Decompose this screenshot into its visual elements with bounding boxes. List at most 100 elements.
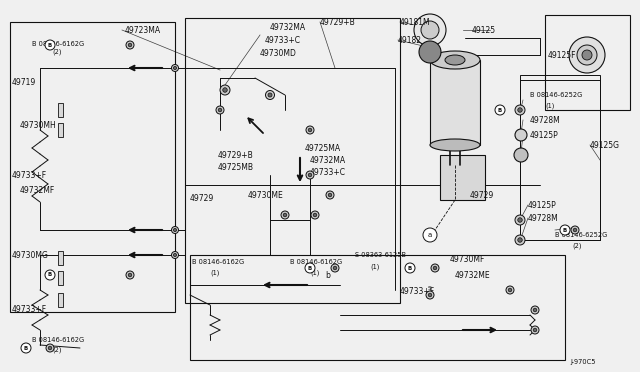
Bar <box>58 271 63 285</box>
Text: 49730MH: 49730MH <box>20 121 57 129</box>
Circle shape <box>515 105 525 115</box>
Bar <box>58 103 63 117</box>
Circle shape <box>577 45 597 65</box>
Text: 49725MB: 49725MB <box>218 163 254 171</box>
Text: 49729+B: 49729+B <box>320 17 356 26</box>
Circle shape <box>582 50 592 60</box>
Text: 49730MG: 49730MG <box>12 250 49 260</box>
Text: (2): (2) <box>52 347 61 353</box>
Text: 49125: 49125 <box>472 26 496 35</box>
Circle shape <box>518 108 522 112</box>
Text: (1): (1) <box>370 264 380 270</box>
Circle shape <box>508 288 512 292</box>
Circle shape <box>268 93 272 97</box>
Circle shape <box>328 193 332 197</box>
Text: 49733+F: 49733+F <box>12 305 47 314</box>
Circle shape <box>216 106 224 114</box>
Circle shape <box>428 293 432 297</box>
Bar <box>520 75 600 240</box>
Bar <box>545 15 630 110</box>
Circle shape <box>311 211 319 219</box>
Circle shape <box>414 14 446 46</box>
Text: B 08146-6162G: B 08146-6162G <box>290 259 342 265</box>
Circle shape <box>281 211 289 219</box>
Text: B: B <box>498 108 502 112</box>
Circle shape <box>533 328 537 332</box>
Circle shape <box>533 308 537 312</box>
Bar <box>10 22 175 312</box>
Circle shape <box>173 228 177 232</box>
Circle shape <box>46 344 54 352</box>
Circle shape <box>173 253 177 257</box>
Circle shape <box>326 191 334 199</box>
Text: B: B <box>563 228 567 232</box>
Text: (2): (2) <box>572 243 582 249</box>
Circle shape <box>531 306 539 314</box>
Text: 49725MA: 49725MA <box>305 144 341 153</box>
Text: B: B <box>24 346 28 350</box>
Circle shape <box>283 213 287 217</box>
Circle shape <box>495 105 505 115</box>
Text: 49732MF: 49732MF <box>20 186 55 195</box>
Circle shape <box>172 64 179 71</box>
Bar <box>190 255 565 360</box>
Text: 49125P: 49125P <box>530 131 559 140</box>
Circle shape <box>514 148 528 162</box>
Bar <box>58 293 63 307</box>
Circle shape <box>313 213 317 217</box>
Ellipse shape <box>445 55 465 65</box>
Circle shape <box>333 266 337 270</box>
Text: (2): (2) <box>52 49 61 55</box>
Text: 49733+F: 49733+F <box>400 288 435 296</box>
Text: 49729+B: 49729+B <box>218 151 253 160</box>
Text: a: a <box>428 232 432 238</box>
Circle shape <box>419 41 441 63</box>
Text: B 08146-6252G: B 08146-6252G <box>555 232 607 238</box>
Text: S 08363-6125B: S 08363-6125B <box>355 252 406 258</box>
Text: 49125G: 49125G <box>590 141 620 150</box>
Text: 49181M: 49181M <box>400 17 431 26</box>
Circle shape <box>305 263 315 273</box>
Circle shape <box>518 218 522 222</box>
Text: 49182: 49182 <box>398 35 422 45</box>
Text: B: B <box>48 273 52 278</box>
Text: J-970C5: J-970C5 <box>570 359 595 365</box>
Text: 49719: 49719 <box>12 77 36 87</box>
Text: B 08146-6162G: B 08146-6162G <box>192 259 244 265</box>
Text: B 08146-6162G: B 08146-6162G <box>32 337 84 343</box>
Circle shape <box>515 129 527 141</box>
Circle shape <box>433 266 436 270</box>
Circle shape <box>45 40 55 50</box>
Circle shape <box>308 128 312 132</box>
Text: S: S <box>428 285 432 291</box>
Text: B: B <box>408 266 412 270</box>
Text: B 08146-6252G: B 08146-6252G <box>530 92 582 98</box>
Text: 49723MA: 49723MA <box>125 26 161 35</box>
Circle shape <box>431 264 439 272</box>
Text: (1): (1) <box>310 270 319 276</box>
Bar <box>185 18 400 303</box>
Circle shape <box>421 21 439 39</box>
Circle shape <box>405 263 415 273</box>
Ellipse shape <box>430 51 480 69</box>
Circle shape <box>515 215 525 225</box>
Text: 49732ME: 49732ME <box>455 270 491 279</box>
Text: B: B <box>308 266 312 270</box>
Circle shape <box>173 67 177 70</box>
Text: 49732MA: 49732MA <box>270 22 306 32</box>
Circle shape <box>331 264 339 272</box>
Circle shape <box>306 171 314 179</box>
Circle shape <box>423 228 437 242</box>
Text: 49729: 49729 <box>470 190 494 199</box>
Circle shape <box>569 37 605 73</box>
Text: 49125P: 49125P <box>528 201 557 209</box>
Bar <box>430 60 480 145</box>
Circle shape <box>126 41 134 49</box>
Circle shape <box>308 173 312 177</box>
Bar <box>440 155 485 200</box>
Circle shape <box>220 85 230 95</box>
Circle shape <box>426 291 434 299</box>
Circle shape <box>48 346 52 350</box>
Circle shape <box>21 343 31 353</box>
Circle shape <box>128 273 132 277</box>
